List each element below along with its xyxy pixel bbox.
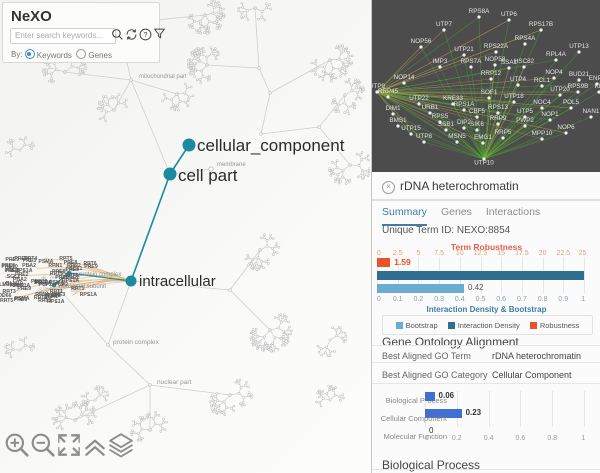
svg-text:x-protein complex: x-protein complex <box>74 272 121 278</box>
svg-text:?: ? <box>144 32 148 39</box>
